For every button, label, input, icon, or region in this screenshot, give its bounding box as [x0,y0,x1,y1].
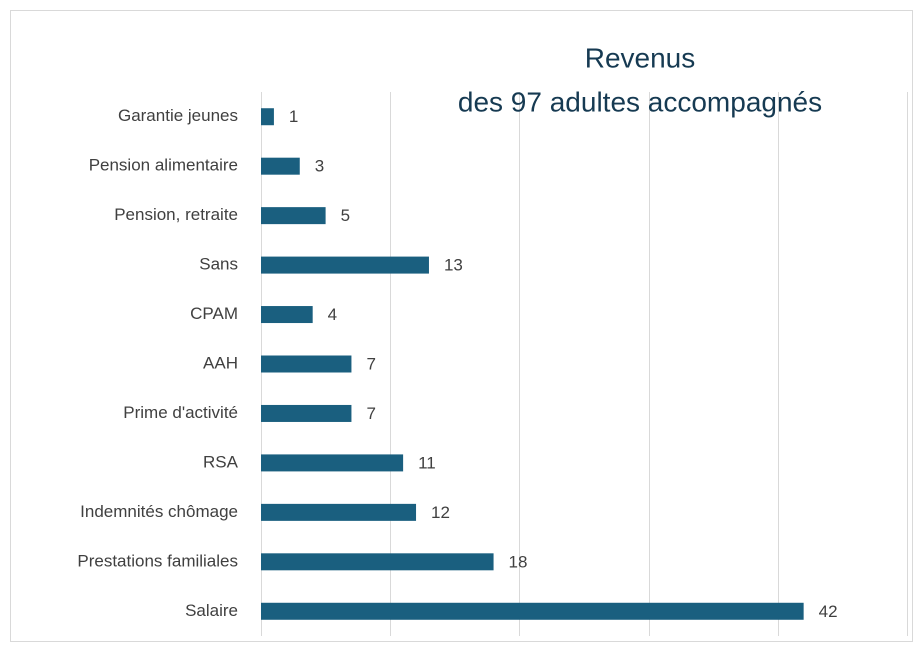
y-tick-label: Pension, retraite [114,205,238,224]
bar [261,355,352,373]
y-tick-label: Prestations familiales [77,551,238,570]
data-label: 11 [418,453,436,472]
y-tick-label: RSA [203,452,239,471]
data-label: 12 [431,503,450,522]
data-label: 3 [315,157,324,176]
data-label: 5 [341,206,350,225]
data-label: 7 [366,404,375,423]
y-tick-label: Sans [199,255,238,274]
data-label: 7 [366,354,375,373]
bar [261,207,326,225]
y-tick-label: Pension alimentaire [89,156,238,175]
y-tick-label: CPAM [190,304,238,323]
y-tick-label: Indemnités chômage [80,502,238,521]
bars: Garantie jeunes 1 Pension alimentaire 3 Pens… [77,106,837,621]
bar [261,503,417,521]
grid [261,92,908,636]
bar [261,454,404,472]
y-tick-label: Prime d'activité [123,403,238,422]
data-label: 4 [328,305,337,324]
y-tick-label: Salaire [185,601,238,620]
y-tick-label: AAH [203,353,238,372]
bar [261,404,352,422]
bar [261,108,274,126]
data-label: 18 [509,552,528,571]
bar [261,306,313,324]
data-label: 42 [819,602,838,621]
data-label: 13 [444,256,463,275]
bar [261,256,429,274]
data-label: 1 [289,107,298,126]
chart-border [10,10,913,642]
y-tick-label: Garantie jeunes [118,106,238,125]
bar [261,602,804,620]
chart-title: Revenus [585,42,696,73]
bar [261,553,494,571]
chart-subtitle: des 97 adultes accompagnés [458,86,822,117]
bar [261,157,300,175]
